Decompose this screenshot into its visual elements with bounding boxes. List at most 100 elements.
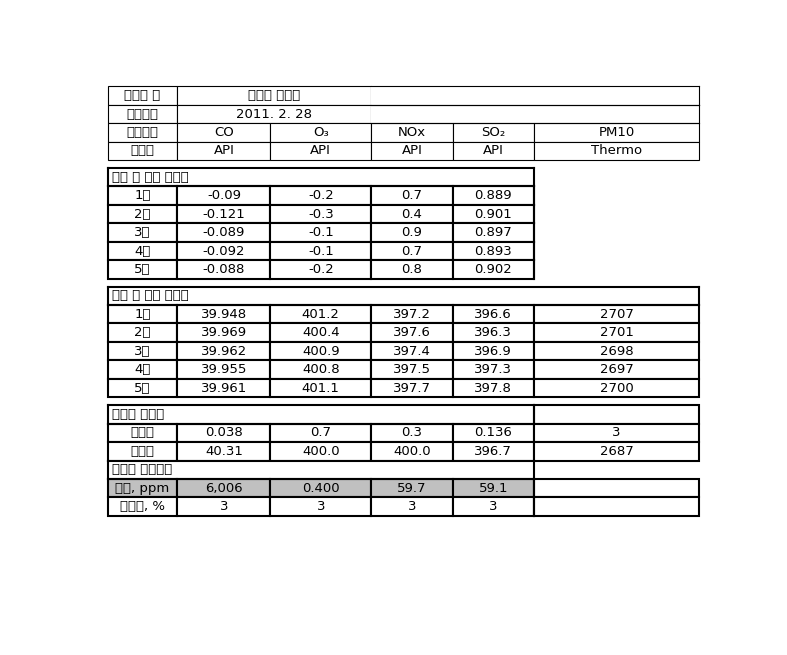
Bar: [534, 360, 699, 379]
Bar: [453, 479, 534, 498]
Text: 397.7: 397.7: [393, 382, 430, 395]
Text: NOx: NOx: [397, 126, 426, 139]
Bar: [453, 242, 534, 260]
Text: 0.9: 0.9: [401, 226, 423, 239]
Bar: [271, 424, 371, 442]
Bar: [108, 141, 177, 160]
Text: API: API: [482, 145, 504, 157]
Bar: [371, 442, 453, 460]
Bar: [371, 305, 453, 324]
Text: 교정 전 측정 스팸값: 교정 전 측정 스팸값: [112, 290, 188, 302]
Text: -0.3: -0.3: [308, 208, 334, 221]
Text: -0.088: -0.088: [203, 263, 245, 276]
Text: 전주시 팔복동: 전주시 팔복동: [248, 89, 301, 102]
Bar: [108, 342, 177, 360]
Text: -0.1: -0.1: [308, 226, 334, 239]
Bar: [453, 360, 534, 379]
Bar: [453, 141, 534, 160]
Text: 2697: 2697: [600, 363, 634, 376]
Text: 0.897: 0.897: [475, 226, 512, 239]
Bar: [453, 305, 534, 324]
Text: 0.400: 0.400: [302, 481, 340, 495]
Text: 0.8: 0.8: [401, 263, 423, 276]
Bar: [177, 260, 271, 279]
Text: 0.038: 0.038: [205, 426, 243, 440]
Bar: [453, 223, 534, 242]
Text: 397.8: 397.8: [475, 382, 512, 395]
Text: 2700: 2700: [600, 382, 634, 395]
Bar: [108, 286, 699, 305]
Bar: [371, 105, 699, 123]
Bar: [177, 498, 271, 516]
Bar: [271, 242, 371, 260]
Text: 제조사: 제조사: [131, 145, 154, 157]
Text: 5회: 5회: [135, 263, 151, 276]
Bar: [453, 379, 534, 398]
Bar: [177, 360, 271, 379]
Text: 400.4: 400.4: [302, 326, 340, 339]
Bar: [534, 442, 699, 460]
Text: 396.7: 396.7: [475, 445, 512, 458]
Text: 39.962: 39.962: [201, 345, 247, 358]
Text: 1회: 1회: [135, 308, 151, 321]
Text: 0.902: 0.902: [475, 263, 512, 276]
Text: O₃: O₃: [313, 126, 329, 139]
Text: CO: CO: [214, 126, 234, 139]
Bar: [371, 123, 453, 141]
Bar: [534, 424, 699, 442]
Text: 시험일자: 시험일자: [127, 107, 158, 121]
Bar: [534, 405, 699, 424]
Text: 401.2: 401.2: [302, 308, 340, 321]
Bar: [108, 405, 534, 424]
Bar: [453, 123, 534, 141]
Text: API: API: [310, 145, 331, 157]
Text: 397.2: 397.2: [393, 308, 430, 321]
Text: 400.8: 400.8: [302, 363, 340, 376]
Text: 0.901: 0.901: [475, 208, 512, 221]
Text: 측정소 명: 측정소 명: [124, 89, 161, 102]
Bar: [177, 442, 271, 460]
Text: 39.969: 39.969: [201, 326, 247, 339]
Bar: [177, 86, 371, 105]
Text: 교정 전 측정 제로값: 교정 전 측정 제로값: [112, 171, 188, 183]
Bar: [108, 242, 177, 260]
Text: 4회: 4회: [135, 363, 151, 376]
Bar: [371, 379, 453, 398]
Bar: [177, 324, 271, 342]
Bar: [453, 442, 534, 460]
Text: 396.6: 396.6: [475, 308, 512, 321]
Bar: [271, 187, 371, 205]
Bar: [177, 479, 271, 498]
Text: 0.7: 0.7: [401, 244, 423, 257]
Text: 396.9: 396.9: [475, 345, 512, 358]
Text: 0.7: 0.7: [401, 189, 423, 202]
Bar: [108, 260, 177, 279]
Text: 교정후 교정값: 교정후 교정값: [112, 408, 164, 421]
Bar: [177, 187, 271, 205]
Text: 397.3: 397.3: [475, 363, 512, 376]
Bar: [177, 305, 271, 324]
Bar: [271, 342, 371, 360]
Text: -0.2: -0.2: [308, 263, 334, 276]
Text: -0.092: -0.092: [203, 244, 246, 257]
Text: 제로값: 제로값: [131, 426, 154, 440]
Bar: [108, 86, 177, 105]
Text: -0.089: -0.089: [203, 226, 245, 239]
Text: 교정용 스팸가스: 교정용 스팸가스: [112, 463, 172, 476]
Bar: [271, 260, 371, 279]
Bar: [177, 105, 371, 123]
Bar: [453, 424, 534, 442]
Bar: [108, 168, 534, 187]
Text: 1회: 1회: [135, 189, 151, 202]
Text: -0.2: -0.2: [308, 189, 334, 202]
Bar: [271, 379, 371, 398]
Bar: [271, 205, 371, 223]
Text: 3: 3: [489, 500, 497, 514]
Bar: [371, 223, 453, 242]
Bar: [371, 324, 453, 342]
Bar: [371, 424, 453, 442]
Text: 39.961: 39.961: [201, 382, 247, 395]
Bar: [177, 205, 271, 223]
Text: 2707: 2707: [600, 308, 634, 321]
Text: 스팸값: 스팸값: [131, 445, 154, 458]
